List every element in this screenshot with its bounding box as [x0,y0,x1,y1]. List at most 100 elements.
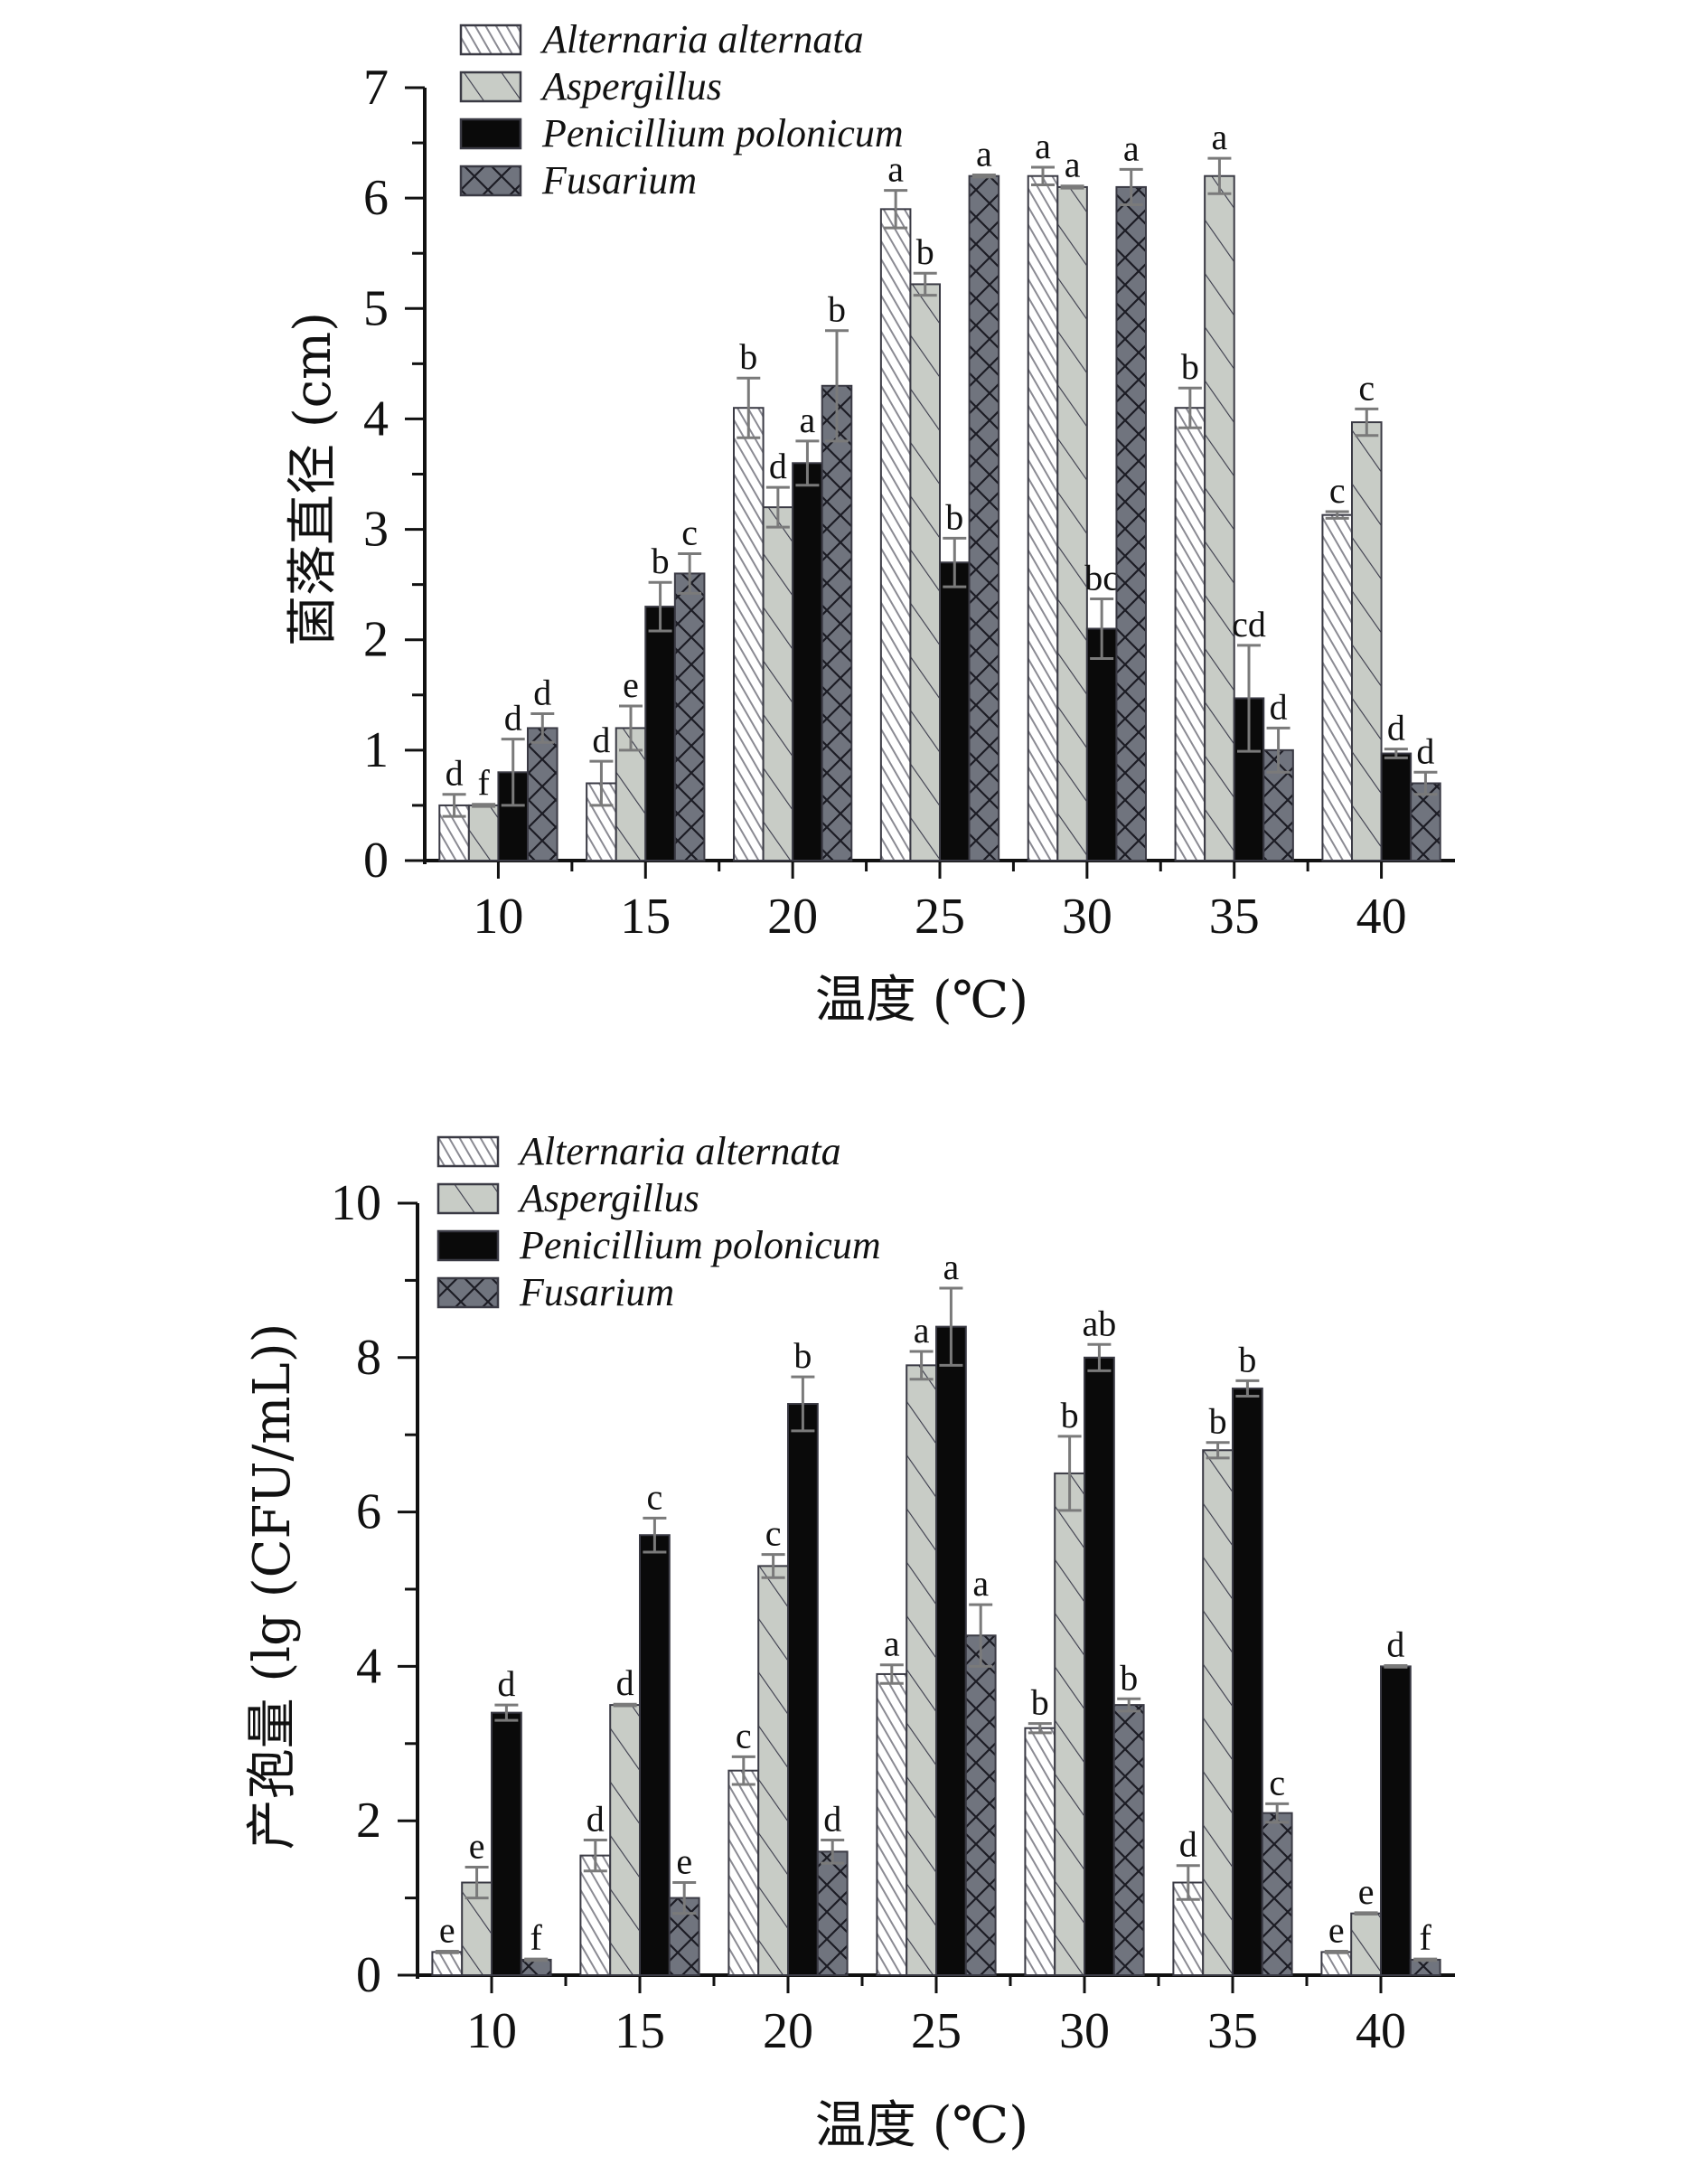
significance-label: d [1416,730,1434,771]
significance-label: e [439,1910,455,1951]
significance-label: b [652,541,670,581]
legend-swatch-fusarium [459,165,522,197]
significance-label: d [1387,708,1405,748]
significance-label: e [1328,1910,1345,1951]
bar-alternaria [733,407,765,861]
significance-label: d [1386,1624,1404,1665]
bar-alternaria [1024,1727,1056,1976]
legend: Alternaria alternataAspergillusPenicilli… [436,1129,881,1314]
bar-alternaria [1320,1951,1353,1976]
bar-fusarium [1112,1704,1145,1976]
significance-label: a [1123,127,1140,168]
bar-fusarium [821,384,853,861]
bar-aspergillus [762,506,794,862]
significance-label: a [884,1624,900,1664]
significance-label: d [769,446,787,486]
y-tick-label: 2 [356,1793,381,1849]
bar-aspergillus [1056,185,1088,861]
significance-label: b [1120,1657,1138,1698]
significance-label: a [1212,117,1228,157]
significance-label: a [914,1310,930,1351]
significance-label: b [1238,1339,1256,1379]
legend-swatch-penicillium [436,1229,500,1262]
bar-fusarium [673,572,706,862]
legend-swatch-penicillium [459,118,522,150]
significance-label: d [1179,1824,1197,1865]
legend-label-penicillium: Penicillium polonicum [541,111,904,155]
legend-label-aspergillus: Aspergillus [540,64,722,108]
bar-aspergillus [1351,421,1383,861]
legend-swatch-aspergillus [459,71,522,103]
significance-label: c [1329,470,1346,511]
bar-penicillium [1085,627,1118,861]
significance-label: b [739,336,757,377]
bar-alternaria [579,1854,612,1976]
significance-label: a [800,400,816,440]
bar-aspergillus [909,283,942,861]
significance-label: c [681,512,698,552]
significance-label: f [1420,1917,1432,1958]
bar-aspergillus [1350,1912,1382,1976]
significance-label: b [828,289,846,330]
bar-penicillium [1380,1665,1412,1977]
significance-label: d [587,1799,605,1840]
x-tick-label: 20 [767,889,818,945]
significance-label: b [793,1335,812,1376]
bar-aspergillus [467,804,500,862]
legend-swatch-alternaria [436,1135,500,1168]
y-tick-label: 4 [356,1638,381,1694]
x-axis-title: 温度 (℃) [815,2096,1028,2155]
legend-label-penicillium: Penicillium polonicum [519,1223,881,1267]
legend-swatch-fusarium [436,1276,500,1309]
x-tick-label: 40 [1356,889,1407,945]
bar-penicillium [935,1325,967,1976]
bar-penicillium [644,606,676,861]
significance-label: c [736,1715,752,1756]
bar-alternaria [431,1951,464,1976]
bar-penicillium [1380,752,1412,861]
bar-aspergillus [757,1565,790,1976]
y-tick-label: 8 [356,1330,381,1386]
significance-label: e [1358,1871,1375,1912]
significance-label: f [530,1917,543,1958]
y-tick-label: 5 [363,280,389,336]
x-tick-label: 35 [1209,889,1260,945]
bar-alternaria [727,1769,760,1976]
bar-penicillium [787,1403,819,1977]
y-tick-label: 2 [363,612,389,668]
legend-label-alternaria: Alternaria alternata [540,17,864,61]
bar-aspergillus [1204,174,1235,861]
y-tick-label: 0 [363,833,389,889]
bar-fusarium [968,174,1000,861]
bar-penicillium [491,1711,522,1976]
significance-label: a [887,149,904,190]
significance-label: e [676,1841,692,1882]
significance-label: c [1269,1762,1285,1803]
x-tick-label: 25 [911,2003,962,2059]
y-tick-label: 0 [356,1947,381,2003]
bar-penicillium [939,561,971,861]
significance-label: a [972,1563,989,1604]
legend: Alternaria alternataAspergillusPenicilli… [459,17,904,202]
bar-alternaria [1321,513,1354,861]
significance-label: b [1181,346,1199,387]
significance-label: d [497,1663,515,1704]
significance-label: d [823,1799,841,1840]
significance-label: d [592,720,610,760]
significance-label: c [1358,367,1375,408]
colony-diameter-chart: 菌落直径 (cm) 温度 (℃) 0 1 2 3 4 5 6 7 10 15 20 25 30 35 40 d… [284,17,1455,1030]
bar-alternaria [876,1672,908,1976]
y-tick-label: 7 [363,60,389,116]
significance-label: b [945,496,963,537]
bar-penicillium [639,1534,671,1976]
y-tick-label: 4 [363,391,389,447]
bar-aspergillus [906,1364,938,1976]
bar-penicillium [1232,1387,1263,1976]
x-tick-label: 25 [915,889,965,945]
significance-label: c [765,1513,782,1554]
significance-label: f [477,763,490,804]
bar-fusarium [1409,1958,1441,1976]
legend-swatch-alternaria [459,24,522,56]
significance-label: bc [1084,558,1119,598]
